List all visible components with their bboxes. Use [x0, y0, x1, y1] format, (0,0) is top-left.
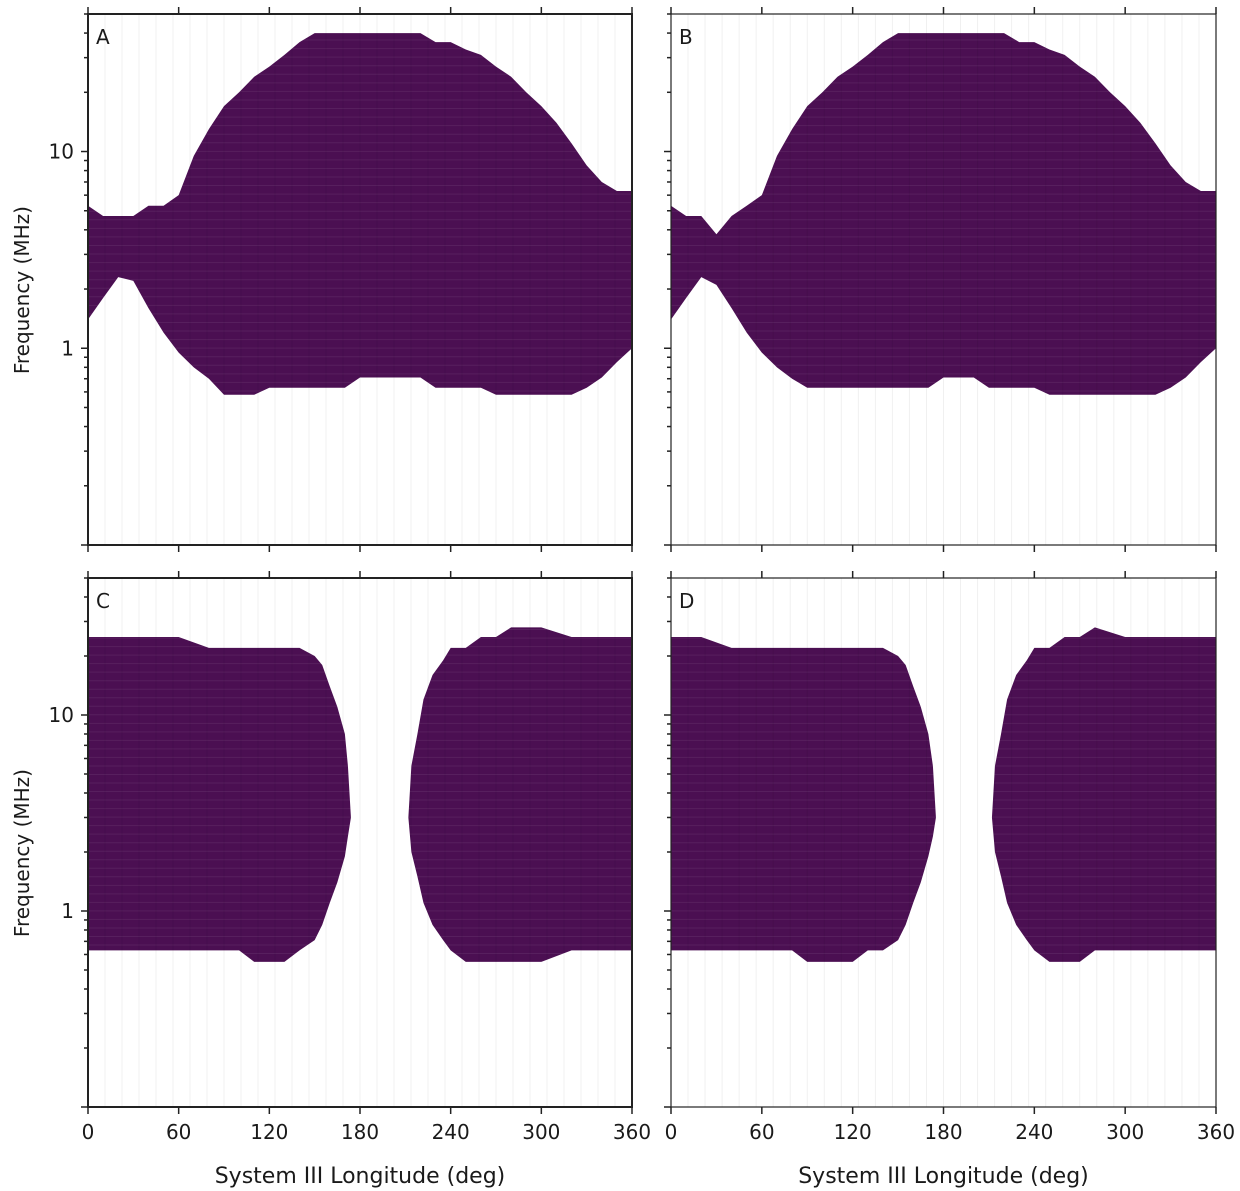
- x-tick-label: 360: [613, 1120, 651, 1144]
- x-tick-label: 180: [341, 1120, 379, 1144]
- emission-region-right: [991, 627, 1216, 962]
- emission-region-left: [88, 637, 351, 962]
- panel-d-label: D: [679, 589, 694, 613]
- x-axis-label: System III Longitude (deg): [798, 1164, 1089, 1189]
- x-tick-label: 300: [1106, 1120, 1144, 1144]
- panel-a: A 1 10 Frequency (MHz): [10, 7, 633, 552]
- y-axis-label: Frequency (MHz): [10, 206, 34, 374]
- panel-d-axes: 0 60 120 180 240 300 360 System III Longitude (…: [664, 571, 1235, 1189]
- y-tick-label: 1: [61, 336, 74, 360]
- panel-b: B: [664, 7, 1217, 552]
- panel-d: D 0 60 120 180 240 300 360 System III Longitude …: [664, 571, 1235, 1189]
- x-tick-label: 300: [522, 1120, 560, 1144]
- emission-region: [88, 33, 632, 395]
- panel-a-grid: [88, 14, 632, 545]
- panel-c-plot-area: [88, 578, 632, 1107]
- x-tick-label: 120: [834, 1120, 872, 1144]
- panel-c-label: C: [96, 589, 110, 613]
- x-tick-label: 0: [82, 1120, 95, 1144]
- panel-c-axes: 0 60 120 180 240 300 360 1 10 Frequency (MHz) Syst…: [10, 571, 651, 1189]
- panel-b-plot-area: [671, 14, 1216, 545]
- y-tick-label: 1: [61, 899, 74, 923]
- x-tick-label: 0: [665, 1120, 678, 1144]
- y-axis-label: Frequency (MHz): [10, 769, 34, 937]
- x-tick-label: 240: [1015, 1120, 1053, 1144]
- x-tick-label: 60: [166, 1120, 191, 1144]
- x-tick-label: 360: [1197, 1120, 1235, 1144]
- x-tick-label: 60: [749, 1120, 774, 1144]
- x-tick-label: 180: [924, 1120, 962, 1144]
- panel-a-plot-area: [88, 14, 632, 545]
- y-tick-label: 10: [49, 703, 74, 727]
- x-tick-label: 240: [432, 1120, 470, 1144]
- y-tick-label: 10: [49, 140, 74, 164]
- panel-c-grid: [88, 578, 632, 1107]
- emission-region-left: [671, 637, 936, 962]
- panel-b-grid: [671, 14, 1216, 545]
- panel-d-plot-area: [671, 578, 1216, 1107]
- x-axis-label: System III Longitude (deg): [215, 1164, 506, 1189]
- x-tick-label: 120: [250, 1120, 288, 1144]
- panel-b-label: B: [679, 25, 693, 49]
- emission-region-right: [408, 627, 632, 962]
- panel-c: C 0 60 120 180 240 300 360 1 10 Frequency (MHz) Sys…: [10, 571, 651, 1189]
- panel-a-label: A: [96, 25, 110, 49]
- emission-region: [671, 33, 1216, 395]
- panel-d-grid: [671, 578, 1216, 1107]
- panel-b-axes: [664, 7, 1217, 552]
- panel-a-axes: 1 10 Frequency (MHz): [10, 7, 633, 552]
